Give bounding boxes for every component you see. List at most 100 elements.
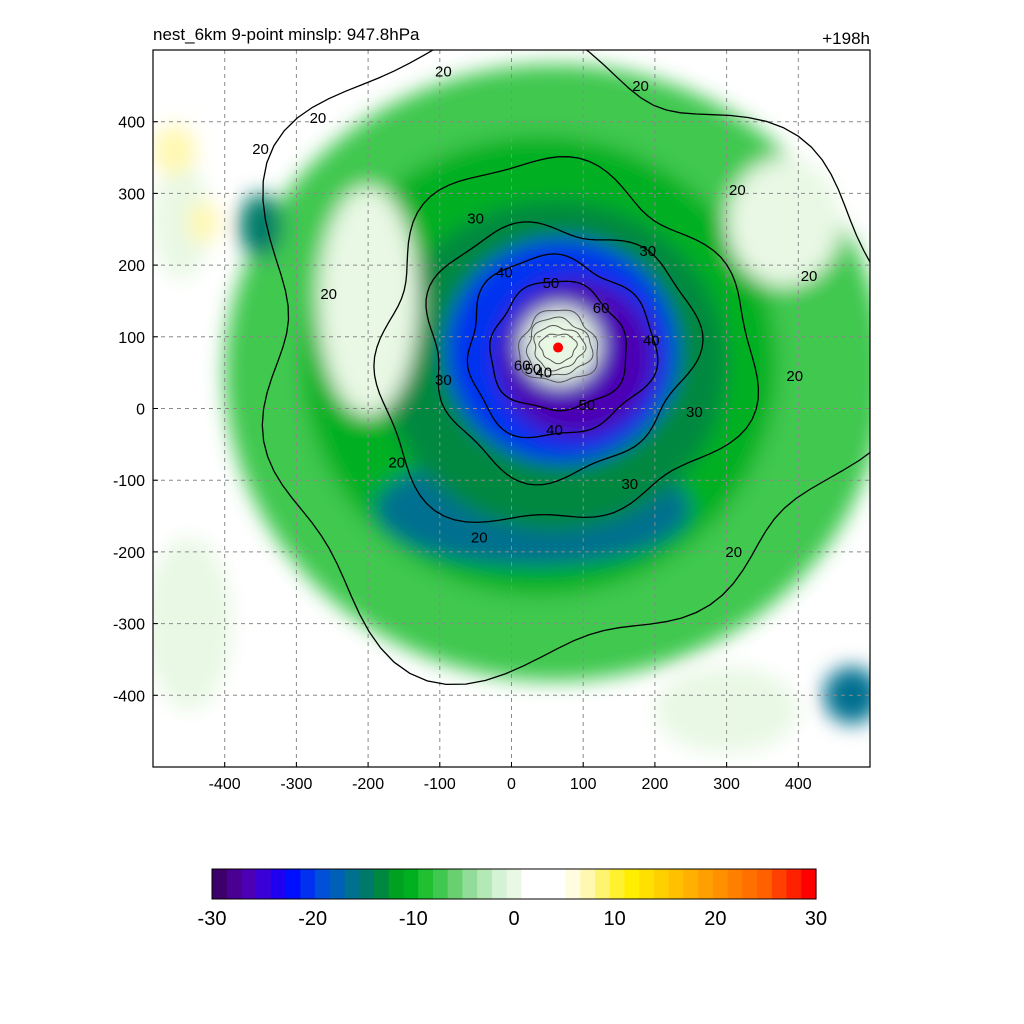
colorbar-swatch xyxy=(329,869,346,899)
contour-label: 60 xyxy=(514,357,531,374)
contour-label: 50 xyxy=(578,397,595,414)
colorbar-swatch xyxy=(226,869,243,899)
contour-label: 30 xyxy=(639,243,656,260)
colorbar-swatch xyxy=(506,869,522,899)
contour-label: 20 xyxy=(632,78,649,95)
contour-label: 50 xyxy=(525,361,542,378)
x-tick-label: -100 xyxy=(424,776,456,793)
contour-line-60 xyxy=(489,280,627,412)
x-tick-label: 200 xyxy=(642,776,669,793)
eyewall-contour xyxy=(525,316,594,377)
contour-line-30 xyxy=(373,156,760,524)
plot-area: 2020202020202020202020303030303040404050… xyxy=(153,50,870,767)
colorbar-swatch xyxy=(285,869,301,899)
contour-label: 60 xyxy=(593,300,610,317)
colorbar-swatch xyxy=(727,869,743,899)
y-tick-label: 300 xyxy=(118,186,145,203)
colorbar-swatch xyxy=(241,869,257,899)
colorbar-frame xyxy=(211,868,817,900)
contour-label: 50 xyxy=(543,275,560,292)
contour-label: 20 xyxy=(801,268,818,285)
y-tick-label: 0 xyxy=(136,402,145,419)
colorbar-swatch xyxy=(712,869,729,899)
colorbar-swatch xyxy=(550,869,567,899)
colorbar-swatch xyxy=(565,869,581,899)
colorbar-swatch xyxy=(462,869,478,899)
contour-label: 30 xyxy=(686,404,703,421)
colorbar-tick-label: -20 xyxy=(298,908,327,930)
field-region xyxy=(726,157,842,287)
colorbar-swatch xyxy=(595,869,611,899)
colorbar-swatch xyxy=(432,869,449,899)
colorbar-labels: -30 -20 -10 0 10 20 30 xyxy=(198,908,828,930)
contour-label: 20 xyxy=(388,454,405,471)
eyewall-contour xyxy=(517,309,599,383)
contour-label: 40 xyxy=(496,264,513,281)
colorbar-swatch xyxy=(771,869,788,899)
x-tick-label: 300 xyxy=(713,776,740,793)
contour-label: 20 xyxy=(252,141,269,158)
y-tick-label: -100 xyxy=(113,473,145,490)
contour-line-20 xyxy=(261,50,870,686)
x-tick-label: 0 xyxy=(507,776,516,793)
colorbar-swatch xyxy=(344,869,360,899)
colorbar-swatch xyxy=(447,869,464,899)
colorbar-swatch xyxy=(477,869,493,899)
y-tick-label: 100 xyxy=(118,330,145,347)
field-region xyxy=(823,666,870,724)
contour-label: 30 xyxy=(467,210,484,227)
colorbar-swatch xyxy=(256,869,272,899)
field-region xyxy=(153,537,232,710)
x-tick-label: 400 xyxy=(785,776,812,793)
x-tick-label: 100 xyxy=(570,776,597,793)
title-right: +198h xyxy=(822,29,870,48)
colorbar-tick-label: -10 xyxy=(399,908,428,930)
y-tick-label: -200 xyxy=(113,545,145,562)
colorbar-swatch xyxy=(388,869,405,899)
field-region xyxy=(153,125,197,176)
contour-label: 20 xyxy=(471,530,488,547)
colorbar xyxy=(212,869,817,899)
colorbar-swatch xyxy=(359,869,375,899)
colorbar-tick-label: 20 xyxy=(704,908,726,930)
contour-label: 40 xyxy=(535,365,552,382)
colorbar-swatch xyxy=(639,869,655,899)
colorbar-swatch xyxy=(698,869,714,899)
y-axis-ticks: -400 -300 -200 -100 0 100 200 300 400 xyxy=(113,115,158,705)
colorbar-swatch xyxy=(536,869,552,899)
colorbar-swatch xyxy=(315,869,331,899)
contour-labels: 2020202020202020202020303030303040404050… xyxy=(252,64,818,561)
y-tick-label: -300 xyxy=(113,617,145,634)
contour-label: 20 xyxy=(725,544,742,561)
colorbar-swatch xyxy=(270,869,287,899)
field-region xyxy=(187,200,219,244)
contour-label: 20 xyxy=(435,64,452,81)
x-tick-label: -300 xyxy=(280,776,312,793)
y-tick-label: -400 xyxy=(113,688,145,705)
colorbar-swatch xyxy=(418,869,434,899)
contour-label: 20 xyxy=(320,286,337,303)
colorbar-swatch xyxy=(624,869,640,899)
eyewall-contour xyxy=(533,325,587,372)
contour-label: 30 xyxy=(621,476,638,493)
contour-line-50 xyxy=(466,253,659,439)
colorbar-swatch xyxy=(683,869,699,899)
colorbar-tick-label: 10 xyxy=(604,908,626,930)
x-tick-label: -400 xyxy=(209,776,241,793)
x-axis-ticks: -400 -300 -200 -100 0 100 200 300 400 xyxy=(209,762,812,793)
colorbar-swatch xyxy=(491,869,508,899)
contour-label: 30 xyxy=(435,372,452,389)
colorbar-swatch xyxy=(212,869,228,899)
contour-label: 40 xyxy=(643,332,660,349)
x-tick-label: -200 xyxy=(352,776,384,793)
y-tick-label: 200 xyxy=(118,258,145,275)
colorbar-swatch xyxy=(580,869,596,899)
colorbar-swatch xyxy=(653,869,670,899)
eyewall-contour xyxy=(538,333,578,365)
colorbar-swatch xyxy=(786,869,802,899)
colorbar-tick-label: 30 xyxy=(805,908,827,930)
contour-line-40 xyxy=(425,221,704,486)
colorbar-swatch xyxy=(801,869,817,899)
colorbar-tick-label: 0 xyxy=(508,908,519,930)
